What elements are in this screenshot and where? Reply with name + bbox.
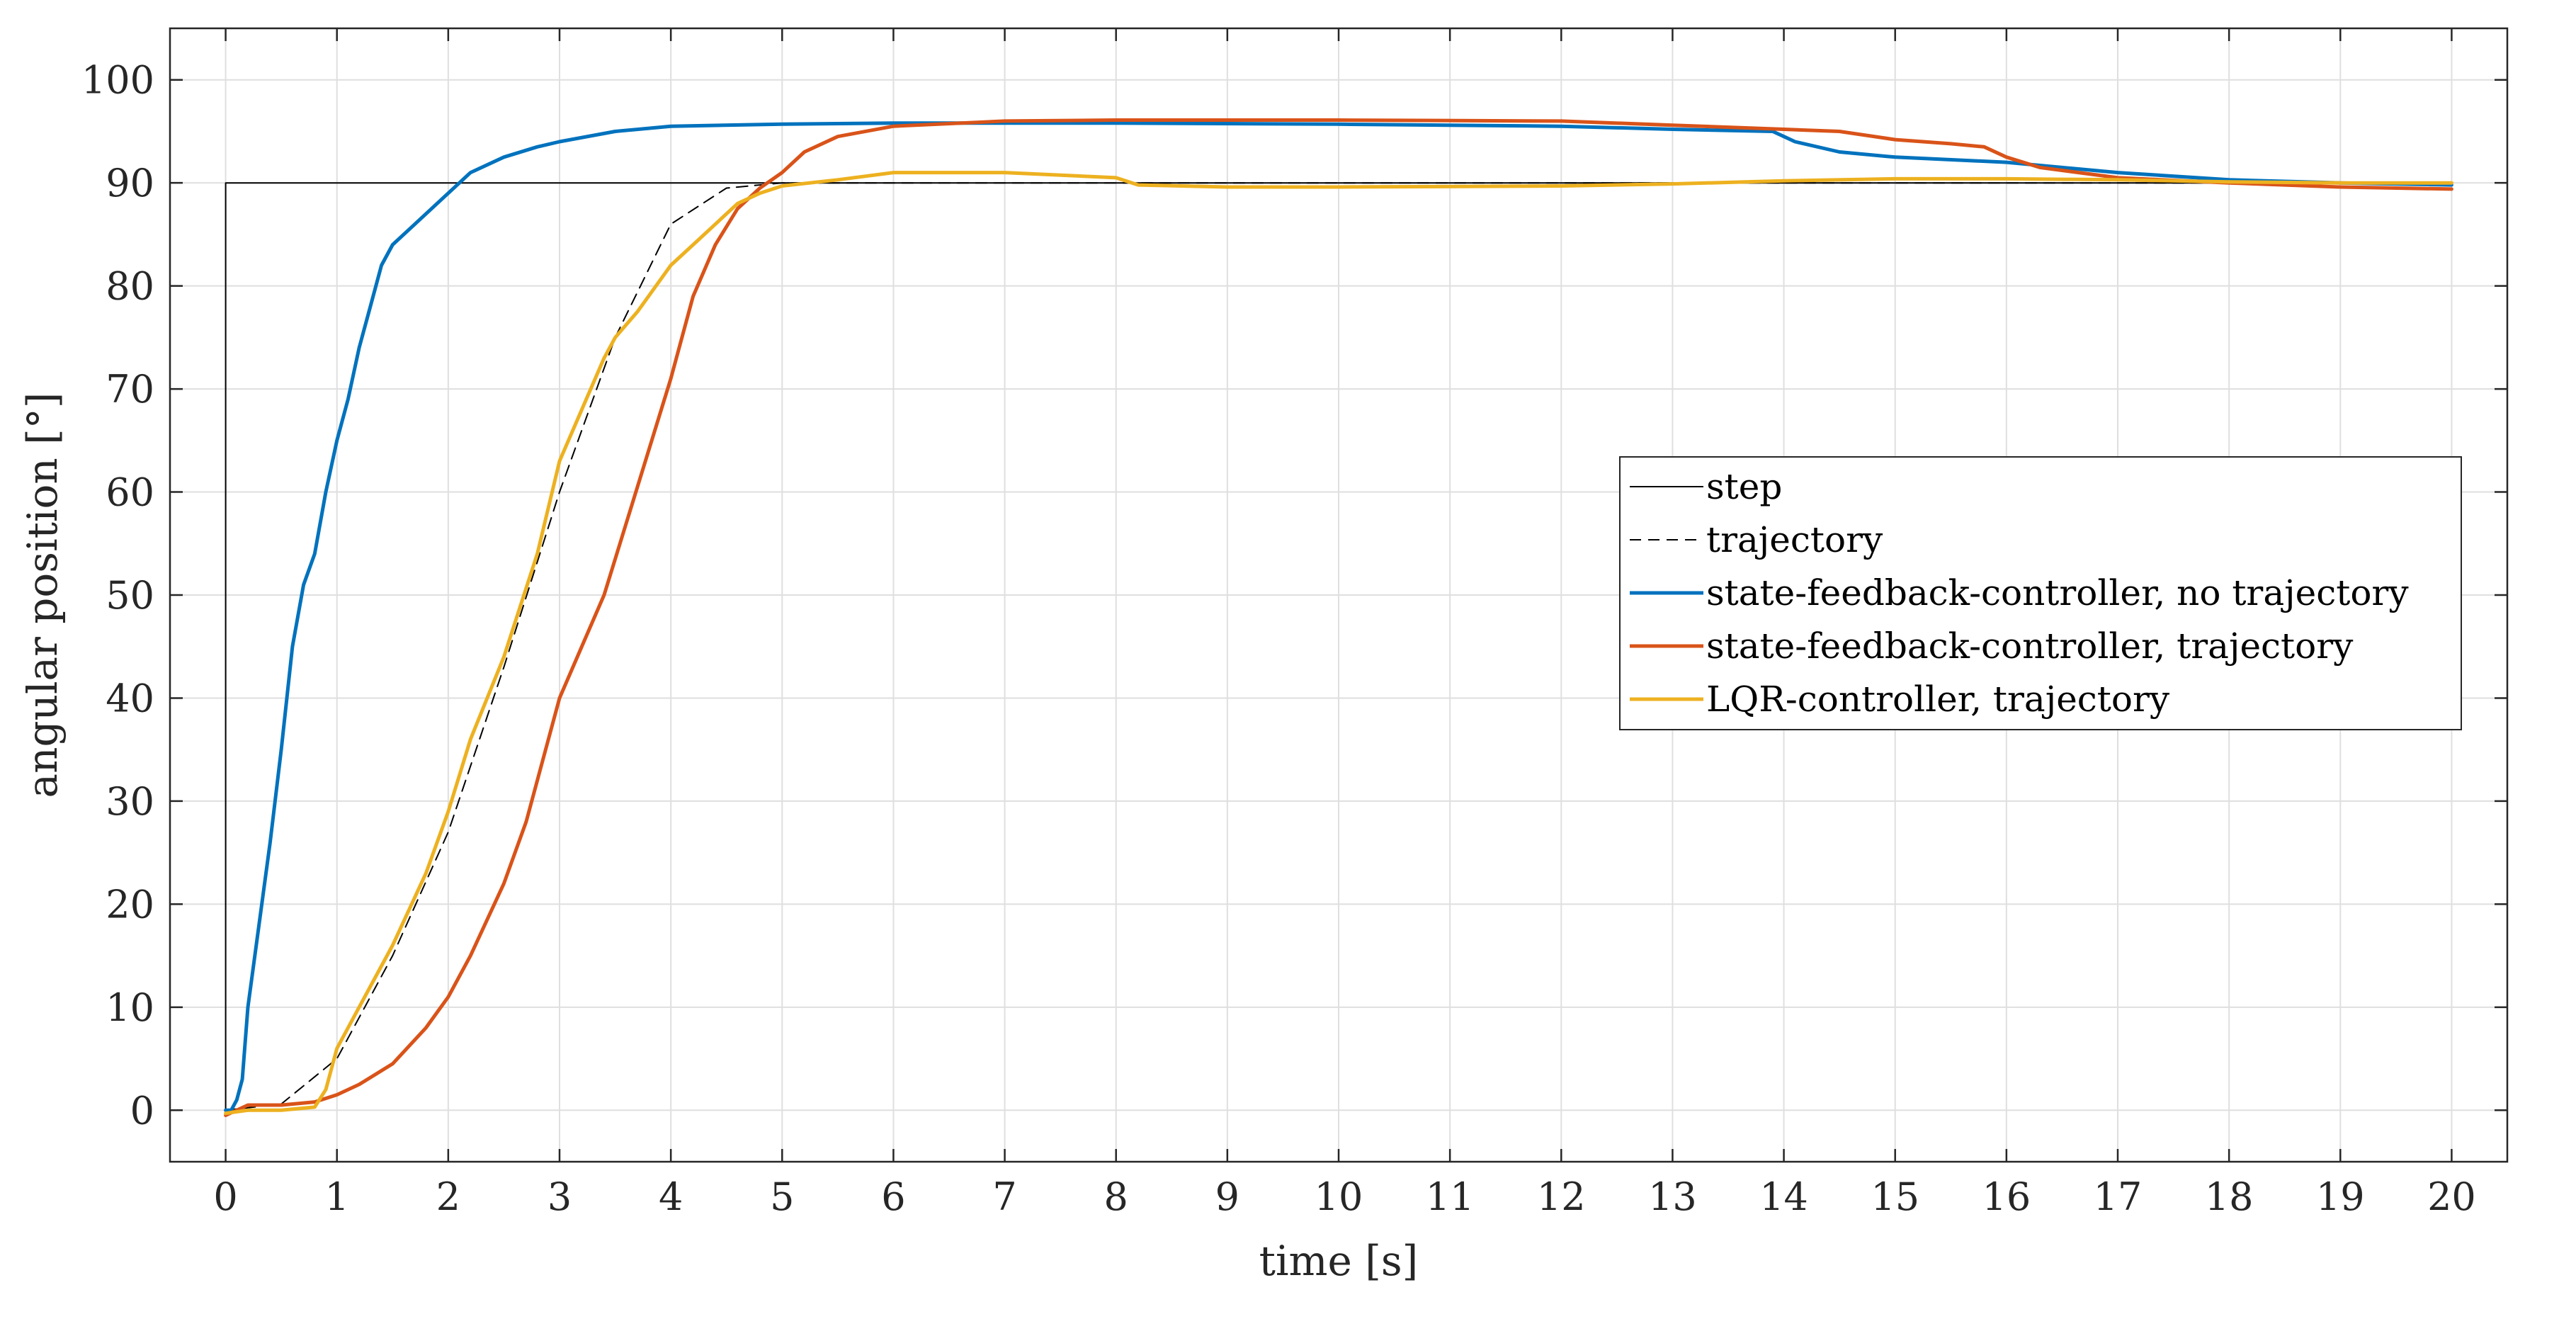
axis-ticks — [170, 28, 2507, 1162]
series-line-4 — [224, 171, 2453, 1116]
x-tick-label: 5 — [770, 1174, 794, 1219]
legend-box — [1619, 456, 2462, 730]
x-tick-label: 3 — [547, 1174, 572, 1219]
x-tick-label: 0 — [213, 1174, 237, 1219]
y-tick-label: 30 — [106, 779, 154, 824]
x-tick-label: 19 — [2316, 1174, 2365, 1219]
x-tick-label: 13 — [1648, 1174, 1697, 1219]
y-tick-label: 80 — [106, 264, 154, 309]
x-tick-label: 7 — [992, 1174, 1016, 1219]
tick-labels: 0 1 2 3 4 5 6 7 8 9 10 11 12 13 14 15 16 17 18 19 2001020304… — [81, 58, 2476, 1219]
x-tick-label: 14 — [1759, 1174, 1808, 1219]
y-tick-label: 50 — [106, 573, 154, 618]
series-line-2 — [224, 121, 2453, 1112]
y-tick-label: 60 — [106, 470, 154, 515]
y-tick-label: 0 — [130, 1088, 154, 1133]
legend-entry-label: state-feedback-controller, no trajectory — [1706, 572, 2409, 613]
y-tick-label: 40 — [106, 676, 154, 720]
legend-entry-label: step — [1706, 466, 1782, 507]
x-tick-label: 6 — [881, 1174, 905, 1219]
legend: step trajectory state-feedback-controller,… — [1619, 456, 2462, 730]
x-tick-label: 10 — [1315, 1174, 1363, 1219]
x-tick-label: 9 — [1215, 1174, 1239, 1219]
legend-entry-label: state-feedback-controller, trajectory — [1706, 625, 2354, 667]
series-line-1 — [225, 182, 2453, 1111]
y-tick-label: 70 — [106, 367, 154, 412]
y-tick-label: 100 — [81, 58, 154, 103]
y-tick-label: 90 — [106, 161, 154, 205]
x-tick-label: 18 — [2205, 1174, 2254, 1219]
x-tick-label: 16 — [1982, 1174, 2031, 1219]
y-tick-label: 20 — [106, 882, 154, 927]
x-tick-label: 8 — [1104, 1174, 1128, 1219]
x-tick-label: 12 — [1537, 1174, 1586, 1219]
legend-entry-label: LQR-controller, trajectory — [1706, 679, 2170, 720]
y-axis-label: angular position [°] — [18, 392, 67, 798]
x-tick-label: 15 — [1871, 1174, 1919, 1219]
x-tick-label: 4 — [659, 1174, 683, 1219]
x-tick-label: 11 — [1426, 1174, 1475, 1219]
x-tick-label: 1 — [325, 1174, 349, 1219]
x-tick-label: 17 — [2094, 1174, 2143, 1219]
y-tick-label: 10 — [106, 985, 154, 1030]
series-line-3 — [224, 118, 2453, 1117]
legend-entry-label: trajectory — [1706, 519, 1883, 560]
x-tick-label: 20 — [2427, 1174, 2476, 1219]
series-layer — [224, 118, 2453, 1117]
x-tick-label: 2 — [436, 1174, 460, 1219]
x-axis-label: time [s] — [1259, 1237, 1419, 1285]
